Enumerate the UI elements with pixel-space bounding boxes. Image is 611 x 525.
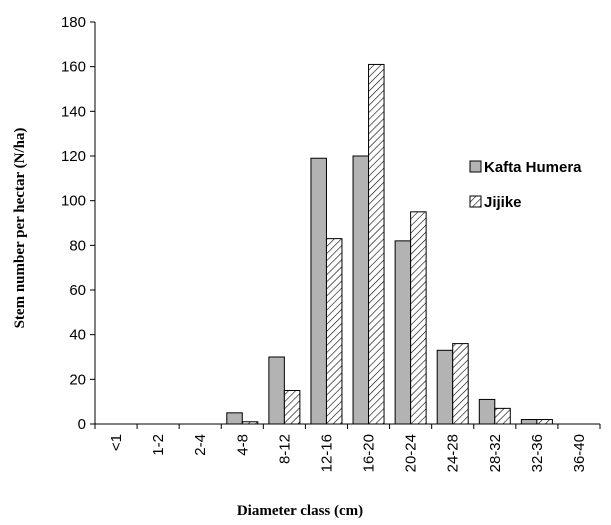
x-axis-title: Diameter class (cm) [237,503,363,519]
y-axis-ticks: 0 20 40 60 80 100 120 140 160 180 [61,14,95,433]
legend-swatch-kafta-humera [469,160,482,173]
y-tick-label: 120 [61,148,86,165]
bar-kafta-humera-8 [436,349,454,425]
y-tick-label: 160 [61,59,86,76]
x-tick-label: 20-24 [403,434,420,472]
bar-kafta-humera-7 [394,240,412,425]
y-tick-label: 0 [78,416,86,433]
bar-jijike-7 [410,211,427,425]
bar-kafta-humera-6 [352,155,370,425]
bar-jijike-9 [494,407,511,425]
bar-kafta-humera-10 [520,419,538,425]
legend-label-kafta-humera: Kafta Humera [484,159,582,176]
x-tick-label: 32-36 [529,434,546,472]
x-tick-label: 1-2 [150,434,167,456]
x-tick-label: 16-20 [361,434,378,472]
y-tick-label: 180 [61,14,86,31]
bar-jijike-8 [452,343,469,425]
x-tick-label: 2-4 [192,434,209,456]
bar-kafta-humera-4 [268,356,285,425]
x-tick-label: 28-32 [487,434,504,472]
bar-kafta-humera-5 [310,157,327,425]
bar-jijike-4 [283,390,301,425]
bar-kafta-humera-9 [478,398,496,425]
legend-label-jijike: Jijike [484,194,522,211]
bar-kafta-humera-3 [226,412,243,425]
x-tick-label: 12-16 [318,434,335,472]
x-tick-label: 4-8 [234,434,251,456]
x-tick-label: <1 [108,434,125,451]
y-tick-label: 100 [61,193,86,210]
y-tick-label: 80 [69,237,86,254]
x-tick-label: 36-40 [571,434,588,472]
bar-jijike-5 [325,238,343,425]
x-axis-ticks: <1 1-2 2-4 4-8 8-12 12-16 16-20 20-24 24-28 28-32… [94,424,601,472]
x-tick-label: 24-28 [445,434,462,472]
y-tick-label: 140 [61,103,86,120]
plot-area: 0 20 40 60 80 100 120 140 160 180 <1 1-2 2-4 4-8 8-12… [61,14,601,472]
legend: Kafta Humera Jijike [469,159,582,211]
x-tick-label: 8-12 [276,434,293,464]
legend-swatch-jijike [469,195,482,208]
bar-jijike-3 [241,421,259,425]
y-axis-title: Stem number per hectar (N/ha) [12,128,28,329]
bars [226,63,553,425]
bar-jijike-6 [368,63,385,425]
y-tick-label: 20 [69,371,86,388]
bar-jijike-10 [536,419,553,425]
y-tick-label: 40 [69,327,86,344]
y-tick-label: 60 [69,282,86,299]
